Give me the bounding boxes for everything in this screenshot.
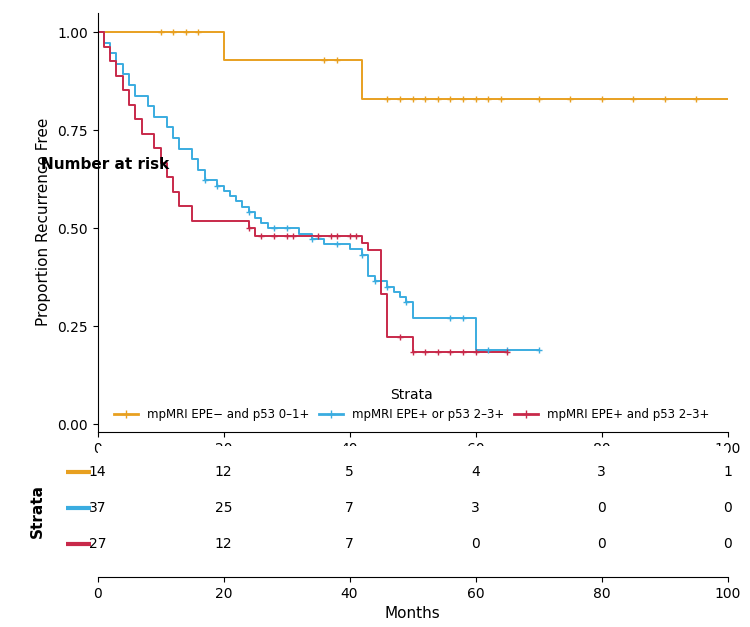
Text: 12: 12 <box>214 537 232 551</box>
Text: Strata: Strata <box>30 484 45 539</box>
Text: 0: 0 <box>471 537 480 551</box>
Text: 3: 3 <box>597 465 606 479</box>
Text: 12: 12 <box>214 465 232 479</box>
Text: 0: 0 <box>723 501 732 515</box>
X-axis label: Months: Months <box>385 606 440 621</box>
Text: 0: 0 <box>597 501 606 515</box>
Text: 5: 5 <box>345 465 354 479</box>
Text: 0: 0 <box>597 537 606 551</box>
Text: 1: 1 <box>723 465 732 479</box>
Text: 0: 0 <box>723 537 732 551</box>
Text: Number at risk: Number at risk <box>40 157 169 172</box>
Text: 4: 4 <box>471 465 480 479</box>
Text: 37: 37 <box>88 501 106 515</box>
Text: 3: 3 <box>471 501 480 515</box>
Legend: mpMRI EPE− and p53 0–1+, mpMRI EPE+ or p53 2–3+, mpMRI EPE+ and p53 2–3+: mpMRI EPE− and p53 0–1+, mpMRI EPE+ or p… <box>110 384 714 426</box>
Text: 25: 25 <box>214 501 232 515</box>
Text: 7: 7 <box>345 501 354 515</box>
Y-axis label: Proportion Recurrence Free: Proportion Recurrence Free <box>37 118 52 327</box>
Text: 14: 14 <box>88 465 106 479</box>
Text: 27: 27 <box>88 537 106 551</box>
Text: 7: 7 <box>345 537 354 551</box>
